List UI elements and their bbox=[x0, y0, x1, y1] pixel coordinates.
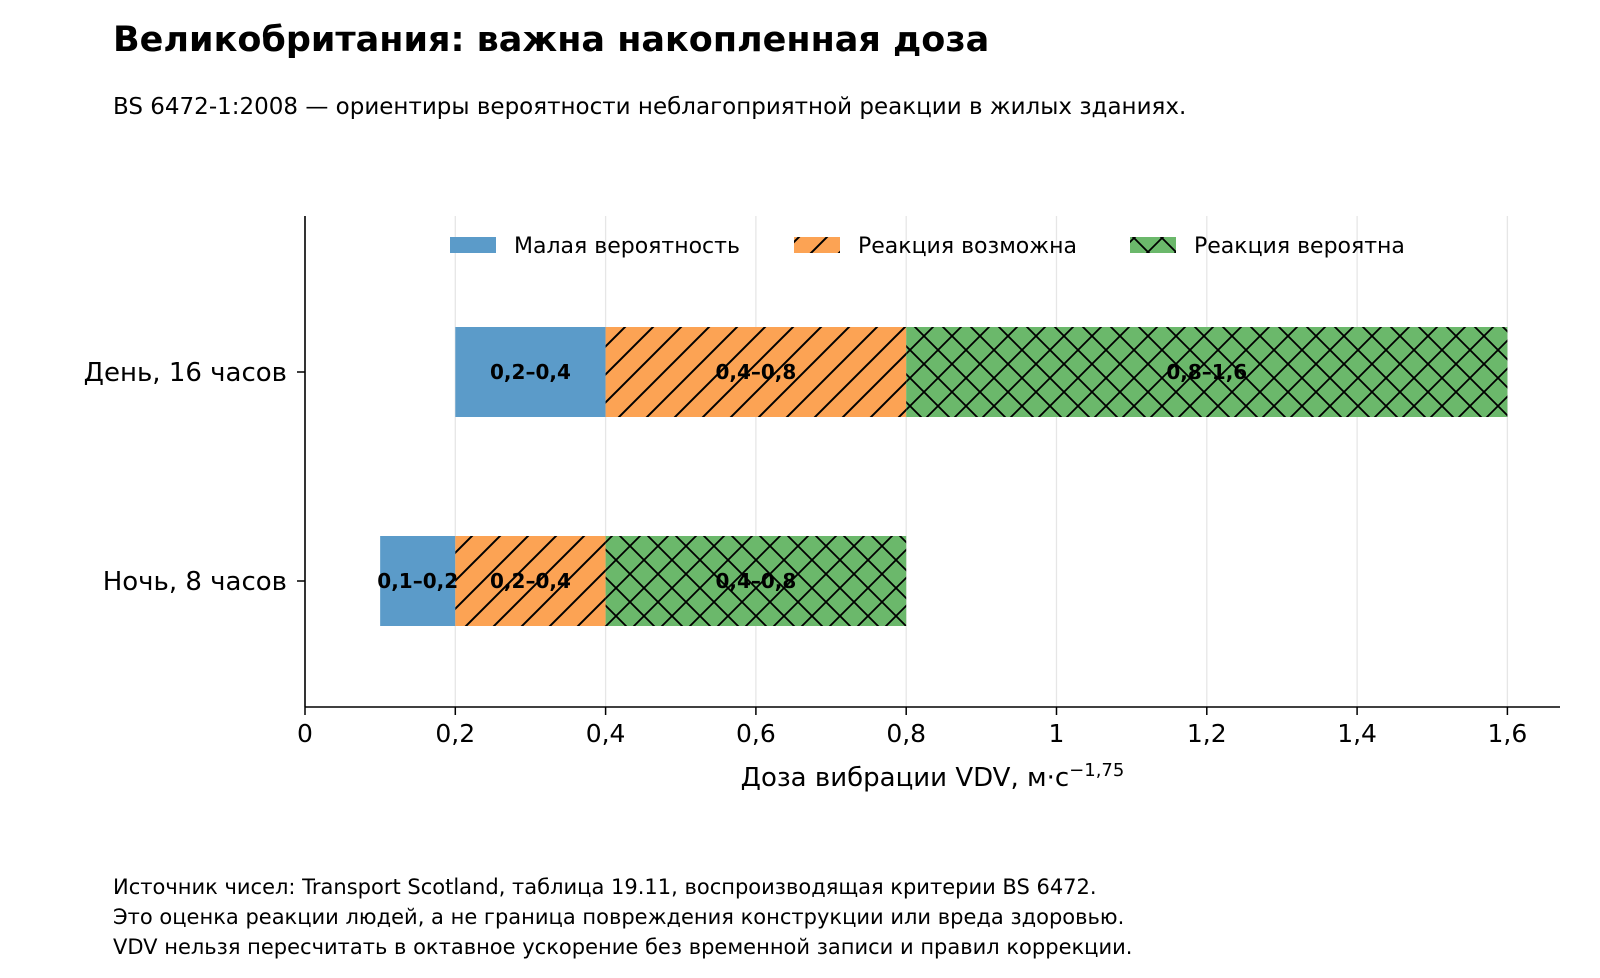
bar-value-label: 0,8–1,6 bbox=[1166, 360, 1247, 384]
x-tick-label: 0,4 bbox=[586, 719, 626, 748]
axes-layer: 0 0,2 0,4 0,6 0,8 1 1,2 1,4 1,6 День, 16 часов Ноч… bbox=[84, 216, 1560, 793]
note-line: Источник чисел: Transport Scotland, табл… bbox=[113, 875, 1097, 899]
x-tick-label: 1 bbox=[1049, 719, 1065, 748]
y-tick-label: Ночь, 8 часов bbox=[103, 567, 287, 597]
legend-swatch bbox=[794, 237, 840, 253]
bar-value-label: 0,2–0,4 bbox=[490, 360, 571, 384]
legend-swatch bbox=[450, 237, 496, 253]
x-tick-label: 1,2 bbox=[1187, 719, 1227, 748]
note-line: VDV нельзя пересчитать в октавное ускоре… bbox=[113, 935, 1133, 959]
bar-segment bbox=[380, 536, 456, 626]
x-tick-label: 1,4 bbox=[1337, 719, 1377, 748]
legend-label: Малая вероятность bbox=[514, 234, 740, 259]
bar-value-label: 0,4–0,8 bbox=[715, 360, 796, 384]
grid-layer bbox=[454, 216, 1509, 707]
legend-label: Реакция возможна bbox=[858, 234, 1077, 259]
bar-value-label: 0,4–0,8 bbox=[715, 569, 796, 593]
bar-value-label: 0,2–0,4 bbox=[490, 569, 571, 593]
bar-labels-layer: 0,2–0,4 0,1–0,2 0,4–0,8 0,2–0,4 0,8–1,6 0,4–0… bbox=[377, 360, 1247, 593]
x-tick-label: 1,6 bbox=[1488, 719, 1528, 748]
bar-segment bbox=[455, 327, 606, 417]
legend: Малая вероятность Реакция возможна Реакция… bbox=[450, 234, 1405, 259]
x-axis-label: Доза вибрации VDV, м·с−1,75 bbox=[741, 760, 1125, 793]
source-notes: Источник чисел: Transport Scotland, табл… bbox=[113, 872, 1132, 962]
note-line: Это оценка реакции людей, а не граница п… bbox=[113, 905, 1125, 929]
legend-swatch bbox=[1130, 237, 1176, 253]
y-tick-label: День, 16 часов bbox=[84, 358, 287, 388]
legend-label: Реакция вероятна bbox=[1194, 234, 1405, 259]
chart-title: Великобритания: важна накопленная доза bbox=[113, 20, 990, 60]
bar-segment bbox=[605, 327, 907, 417]
x-tick-label: 0,6 bbox=[736, 719, 776, 748]
bars-layer bbox=[380, 327, 1508, 626]
x-tick-label: 0 bbox=[297, 719, 313, 748]
x-tick-label: 0,2 bbox=[435, 719, 475, 748]
bar-value-label: 0,1–0,2 bbox=[377, 569, 458, 593]
bar-segment bbox=[455, 536, 606, 626]
bar-segment bbox=[906, 327, 1508, 417]
chart-subtitle: BS 6472-1:2008 — ориентиры вероятности н… bbox=[113, 94, 1187, 120]
bar-segment bbox=[605, 536, 907, 626]
x-tick-label: 0,8 bbox=[886, 719, 926, 748]
